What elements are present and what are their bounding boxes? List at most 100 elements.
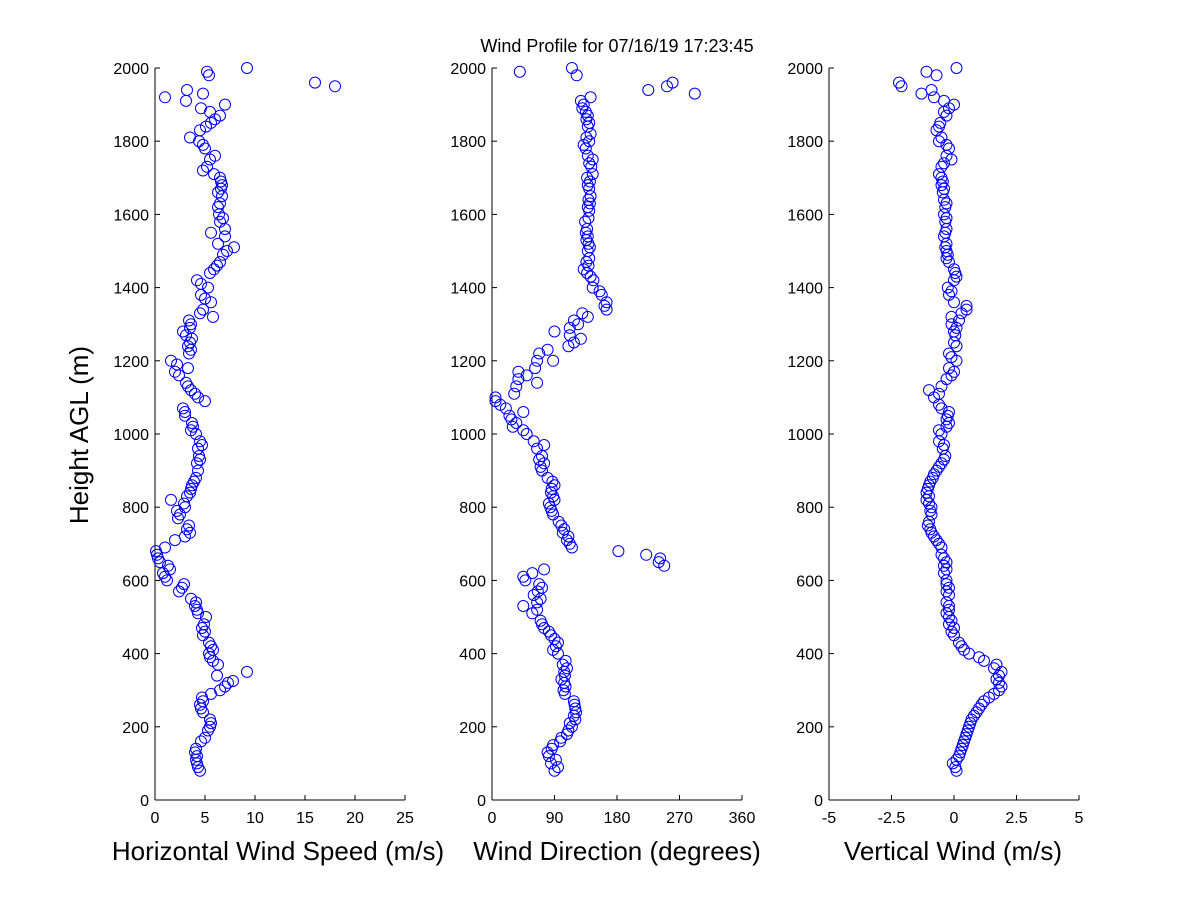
speed-point — [201, 160, 213, 173]
vertical-wind-point — [893, 76, 905, 89]
speed-point — [192, 391, 204, 404]
speed-x-tick-label: 25 — [396, 810, 414, 827]
direction-point — [562, 724, 575, 737]
direction-ticks: 0 90 180 270 360 0 200 400 600 800 1000 1200 1400 160… — [450, 61, 755, 827]
direction-point — [581, 179, 594, 192]
direction-point — [531, 603, 544, 616]
direction-point — [489, 391, 502, 404]
speed-point — [181, 490, 193, 503]
vertical-wind-point — [925, 84, 938, 96]
direction-point — [574, 332, 587, 345]
speed-point — [205, 226, 217, 239]
direction-point — [654, 552, 667, 565]
vertical-wind-point — [946, 757, 959, 770]
direction-point — [612, 545, 625, 558]
speed-point — [217, 212, 229, 225]
vertical-wind-point — [988, 662, 1000, 675]
direction-y-tick-label: 200 — [459, 720, 486, 737]
direction-point — [533, 347, 546, 360]
direction-point — [548, 325, 561, 338]
speed-point — [219, 98, 231, 111]
direction-point — [567, 336, 580, 349]
direction-point — [529, 362, 542, 375]
speed-point — [208, 168, 220, 181]
speed-point — [219, 230, 231, 243]
direction-point — [563, 321, 576, 334]
speed-point — [199, 625, 211, 638]
direction-point — [547, 354, 560, 367]
direction-point — [640, 548, 653, 561]
vertical-wind-point — [940, 563, 953, 576]
direction-point — [517, 600, 530, 612]
direction-point — [548, 479, 561, 492]
vertical-wind-point — [943, 406, 955, 418]
speed-point — [177, 325, 189, 338]
direction-point — [541, 343, 554, 356]
speed-point — [197, 87, 209, 100]
vertical-wind-point — [943, 288, 955, 301]
speed-x-tick-label: 20 — [346, 810, 364, 827]
direction-point — [579, 215, 592, 228]
speed-point — [199, 395, 211, 408]
speed-point — [165, 493, 177, 506]
speed-point — [191, 457, 203, 470]
vertical-wind-y-tick-label: 600 — [796, 573, 823, 590]
direction-point — [567, 695, 580, 708]
vertical-wind-x-tick-label: 2.5 — [1005, 810, 1027, 827]
speed-point — [219, 680, 231, 693]
speed-point — [184, 131, 196, 144]
speed-y-tick-label: 1600 — [113, 207, 149, 224]
speed-point — [178, 578, 190, 591]
direction-y-tick-label: 600 — [459, 573, 486, 590]
direction-x-tick-label: 270 — [666, 810, 693, 827]
speed-point — [181, 84, 193, 96]
speed-x-axis-label: Horizontal Wind Speed (m/s) — [112, 836, 444, 866]
speed-point — [204, 267, 216, 279]
direction-point — [526, 567, 539, 580]
vertical-wind-point — [933, 135, 945, 148]
direction-point — [556, 658, 569, 671]
direction-points — [489, 62, 701, 777]
direction-panel: 0 90 180 270 360 0 200 400 600 800 1000 1200 1400 160… — [450, 61, 760, 866]
speed-point — [212, 237, 224, 250]
vertical-wind-point — [923, 384, 935, 397]
vertical-wind-panel: -5 -2.5 0 2.5 5 0 200 400 600 800 1000 1200 1400 1600… — [787, 61, 1083, 866]
direction-x-tick-label: 90 — [546, 810, 564, 827]
direction-point — [642, 84, 655, 96]
vertical-wind-point — [990, 658, 1003, 671]
direction-point — [549, 753, 562, 766]
direction-point — [517, 424, 530, 437]
vertical-wind-point — [945, 351, 958, 364]
direction-point — [508, 387, 521, 400]
speed-point — [214, 256, 226, 268]
vertical-wind-point — [943, 347, 955, 360]
speed-point — [197, 138, 209, 151]
speed-x-tick-label: 15 — [296, 810, 314, 827]
direction-point — [527, 435, 540, 448]
vertical-wind-ticks: -5 -2.5 0 2.5 5 0 200 400 600 800 1000 1200 1400 1600… — [787, 61, 1083, 827]
speed-x-tick-label: 10 — [246, 810, 264, 827]
speed-point — [169, 365, 181, 378]
vertical-wind-point — [935, 548, 948, 561]
vertical-wind-point — [943, 618, 955, 631]
speed-point — [197, 164, 209, 177]
direction-point — [527, 589, 540, 601]
direction-point — [555, 519, 568, 532]
speed-point — [194, 307, 206, 320]
speed-point — [194, 435, 206, 448]
vertical-wind-point — [943, 362, 955, 375]
vertical-wind-point — [930, 124, 943, 137]
vertical-wind-point — [938, 559, 950, 572]
speed-point — [200, 611, 212, 623]
direction-point — [579, 105, 592, 118]
direction-point — [534, 614, 547, 627]
vertical-wind-points — [893, 62, 1008, 777]
direction-point — [513, 65, 526, 78]
vertical-wind-point — [945, 285, 958, 298]
vertical-wind-point — [924, 475, 937, 488]
vertical-wind-point — [948, 629, 960, 642]
vertical-wind-point — [938, 208, 950, 221]
direction-point — [538, 439, 551, 451]
direction-point — [577, 98, 590, 111]
speed-y-tick-label: 2000 — [113, 61, 149, 78]
